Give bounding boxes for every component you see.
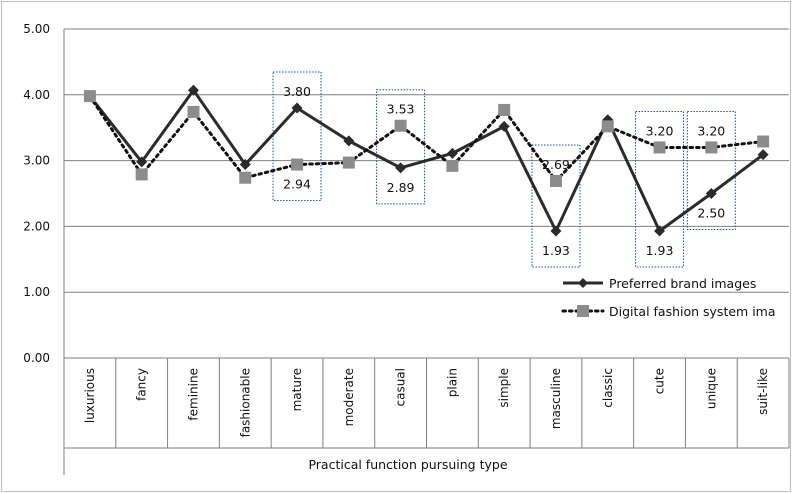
point-digital-fashion-system-ima-luxurious bbox=[83, 90, 96, 103]
point-digital-fashion-system-ima-cute bbox=[653, 141, 666, 154]
y-tick-label: 4.00 bbox=[23, 88, 50, 102]
y-tick-label: 3.00 bbox=[23, 154, 50, 168]
highlight-box-masculine bbox=[531, 144, 581, 268]
data-label-masculine: 1.93 bbox=[542, 243, 570, 258]
point-digital-fashion-system-ima-feminine bbox=[187, 105, 200, 118]
data-label-casual: 3.53 bbox=[387, 102, 415, 117]
x-tick-label-simple: simple bbox=[497, 368, 511, 408]
y-tick-label: 5.00 bbox=[23, 22, 50, 36]
x-tick-label-fancy: fancy bbox=[135, 368, 149, 401]
point-digital-fashion-system-ima-unique bbox=[705, 141, 718, 154]
point-preferred-brand-images-suit-like bbox=[757, 149, 769, 161]
point-digital-fashion-system-ima-suit-like bbox=[757, 135, 770, 148]
point-digital-fashion-system-ima-simple bbox=[498, 103, 511, 116]
x-tick-label-casual: casual bbox=[394, 368, 408, 407]
point-digital-fashion-system-ima-masculine bbox=[549, 174, 562, 187]
point-digital-fashion-system-ima-casual bbox=[394, 119, 407, 132]
x-tick-label-suit-like: suit-like bbox=[756, 368, 770, 415]
data-label-cute: 1.93 bbox=[646, 243, 674, 258]
highlight-box-unique bbox=[686, 110, 736, 230]
data-label-unique: 2.50 bbox=[697, 206, 725, 221]
point-preferred-brand-images-plain bbox=[446, 147, 458, 159]
point-preferred-brand-images-moderate bbox=[343, 135, 355, 147]
legend-marker-preferred-brand-images bbox=[578, 278, 588, 288]
legend-label-digital-fashion-system-ima: Digital fashion system ima bbox=[609, 304, 776, 319]
point-preferred-brand-images-fashionable bbox=[239, 159, 251, 171]
point-digital-fashion-system-ima-moderate bbox=[342, 156, 355, 169]
y-tick-label: 1.00 bbox=[23, 285, 50, 299]
x-tick-label-luxurious: luxurious bbox=[83, 368, 97, 423]
x-tick-label-plain: plain bbox=[445, 368, 459, 397]
y-axis-ticks: 0.00 1.00 2.00 3.00 4.00 5.00 bbox=[23, 22, 50, 365]
highlight-box-casual bbox=[376, 89, 426, 205]
y-tick-label: 0.00 bbox=[23, 351, 50, 365]
legend: Preferred brand images Digital fashion sy… bbox=[561, 276, 776, 319]
point-digital-fashion-system-ima-plain bbox=[446, 159, 459, 172]
point-preferred-brand-images-feminine bbox=[187, 84, 199, 96]
data-label-unique: 3.20 bbox=[697, 123, 725, 138]
x-tick-label-unique: unique bbox=[704, 368, 718, 409]
series-line-digital-fashion-system-ima bbox=[88, 94, 765, 183]
legend-marker-digital-fashion-system-ima bbox=[577, 305, 589, 317]
x-tick-label-masculine: masculine bbox=[549, 368, 563, 429]
point-digital-fashion-system-ima-fashionable bbox=[239, 171, 252, 184]
x-tick-label-mature: mature bbox=[290, 368, 304, 411]
x-tick-label-classic: classic bbox=[601, 368, 615, 408]
point-preferred-brand-images-cute bbox=[654, 225, 666, 237]
data-label-mature: 2.94 bbox=[283, 177, 311, 192]
data-labels: 3.80 2.94 3.53 2.89 2.69 1.93 3.20 1.93 3.20 2.50 bbox=[283, 84, 725, 258]
data-label-masculine: 2.69 bbox=[542, 157, 570, 172]
point-preferred-brand-images-fancy bbox=[136, 156, 148, 168]
x-axis-title: Practical function pursuing type bbox=[308, 457, 507, 472]
data-label-casual: 2.89 bbox=[387, 180, 415, 195]
point-preferred-brand-images-masculine bbox=[550, 225, 562, 237]
x-tick-label-fashionable: fashionable bbox=[238, 368, 252, 437]
point-preferred-brand-images-simple bbox=[498, 120, 510, 132]
highlight-box-cute bbox=[635, 110, 685, 268]
x-tick-label-moderate: moderate bbox=[342, 368, 356, 426]
series-lines bbox=[83, 84, 770, 237]
point-digital-fashion-system-ima-mature bbox=[291, 158, 304, 171]
data-label-cute: 3.20 bbox=[646, 123, 674, 138]
point-preferred-brand-images-casual bbox=[395, 162, 407, 174]
point-preferred-brand-images-unique bbox=[705, 188, 717, 199]
x-tick-label-cute: cute bbox=[653, 368, 667, 394]
x-axis: luxurious fancy feminine fashionable mature m… bbox=[63, 357, 790, 475]
legend-label-preferred-brand-images: Preferred brand images bbox=[609, 276, 756, 291]
point-digital-fashion-system-ima-classic bbox=[601, 120, 614, 133]
y-tick-label: 2.00 bbox=[23, 219, 50, 233]
point-preferred-brand-images-mature bbox=[291, 102, 303, 114]
point-digital-fashion-system-ima-fancy bbox=[135, 168, 148, 181]
series-line-preferred-brand-images bbox=[88, 88, 765, 233]
x-tick-label-feminine: feminine bbox=[186, 368, 200, 421]
data-label-mature: 3.80 bbox=[283, 84, 311, 99]
